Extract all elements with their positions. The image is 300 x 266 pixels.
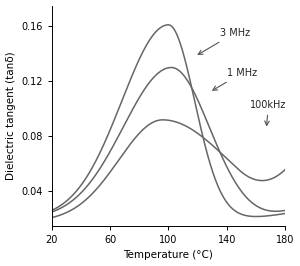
Text: 100kHz: 100kHz: [250, 100, 286, 126]
Text: 1 MHz: 1 MHz: [213, 68, 257, 90]
X-axis label: Temperature (°C): Temperature (°C): [124, 251, 213, 260]
Text: 3 MHz: 3 MHz: [198, 28, 250, 55]
Y-axis label: Dielectric tangent (tanδ): Dielectric tangent (tanδ): [6, 51, 16, 180]
